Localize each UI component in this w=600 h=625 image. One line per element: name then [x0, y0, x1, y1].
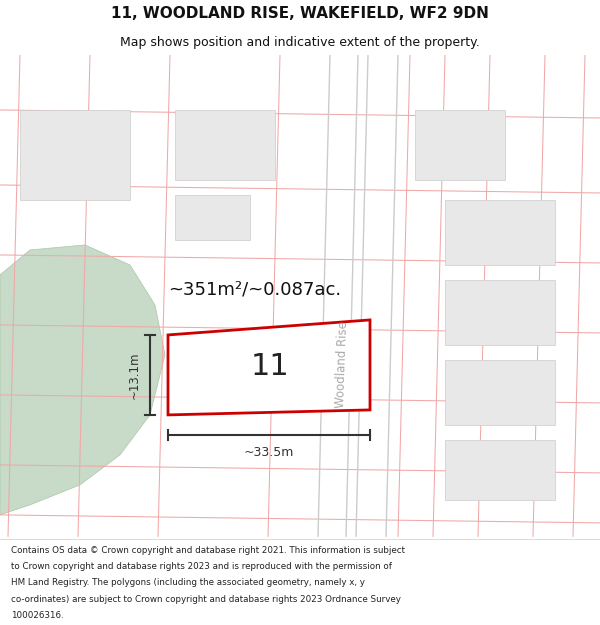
Text: Map shows position and indicative extent of the property.: Map shows position and indicative extent… — [120, 36, 480, 49]
Polygon shape — [0, 245, 165, 515]
Polygon shape — [365, 55, 400, 537]
Bar — [445, 200, 555, 265]
Bar — [175, 195, 250, 240]
Polygon shape — [325, 55, 360, 537]
Text: 100026316.: 100026316. — [11, 611, 64, 620]
Bar — [445, 360, 555, 425]
Text: 11: 11 — [251, 352, 289, 381]
Text: Woodland Rise: Woodland Rise — [334, 321, 350, 409]
Text: ~33.5m: ~33.5m — [244, 446, 294, 459]
Bar — [415, 110, 505, 180]
Text: to Crown copyright and database rights 2023 and is reproduced with the permissio: to Crown copyright and database rights 2… — [11, 562, 392, 571]
Polygon shape — [168, 320, 370, 415]
Text: ~13.1m: ~13.1m — [128, 351, 140, 399]
Bar — [445, 280, 555, 345]
Bar — [20, 110, 130, 200]
Bar — [175, 110, 275, 180]
Bar — [445, 440, 555, 500]
Text: Contains OS data © Crown copyright and database right 2021. This information is : Contains OS data © Crown copyright and d… — [11, 546, 405, 555]
Text: co-ordinates) are subject to Crown copyright and database rights 2023 Ordnance S: co-ordinates) are subject to Crown copyr… — [11, 594, 401, 604]
Text: ~351m²/~0.087ac.: ~351m²/~0.087ac. — [169, 281, 341, 299]
Text: 11, WOODLAND RISE, WAKEFIELD, WF2 9DN: 11, WOODLAND RISE, WAKEFIELD, WF2 9DN — [111, 6, 489, 21]
Text: HM Land Registry. The polygons (including the associated geometry, namely x, y: HM Land Registry. The polygons (includin… — [11, 578, 365, 587]
